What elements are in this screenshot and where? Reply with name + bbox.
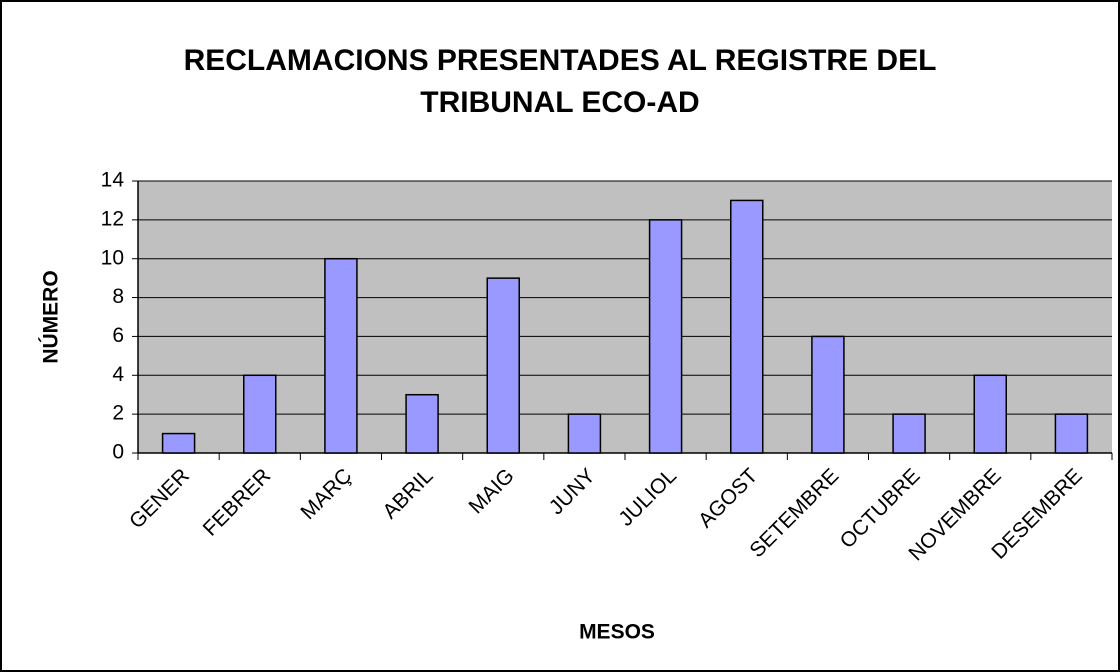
y-axis-label: NÚMERO <box>39 270 63 363</box>
y-tick-label: 10 <box>101 246 124 269</box>
chart-title: RECLAMACIONS PRESENTADES AL REGISTRE DEL… <box>183 44 937 119</box>
bar <box>730 199 764 454</box>
bar <box>648 219 683 454</box>
y-tick-label: 8 <box>112 285 124 308</box>
bar <box>973 374 1007 454</box>
bar <box>161 432 196 454</box>
y-tick-label: 6 <box>112 324 124 347</box>
bar <box>1054 413 1089 454</box>
x-axis-label: MESOS <box>579 621 655 644</box>
y-tick-label: 14 <box>101 169 125 192</box>
bar <box>567 413 602 454</box>
plot-area <box>138 181 1112 453</box>
y-tick-label: 0 <box>112 441 124 464</box>
bar <box>486 277 520 454</box>
bar <box>811 335 845 454</box>
y-tick-label: 2 <box>112 402 124 425</box>
bar <box>892 413 926 454</box>
y-tick-label: 12 <box>101 207 124 230</box>
y-tick-label: 4 <box>112 363 124 386</box>
bar <box>243 374 277 454</box>
bar <box>324 257 358 454</box>
bar <box>405 393 439 454</box>
